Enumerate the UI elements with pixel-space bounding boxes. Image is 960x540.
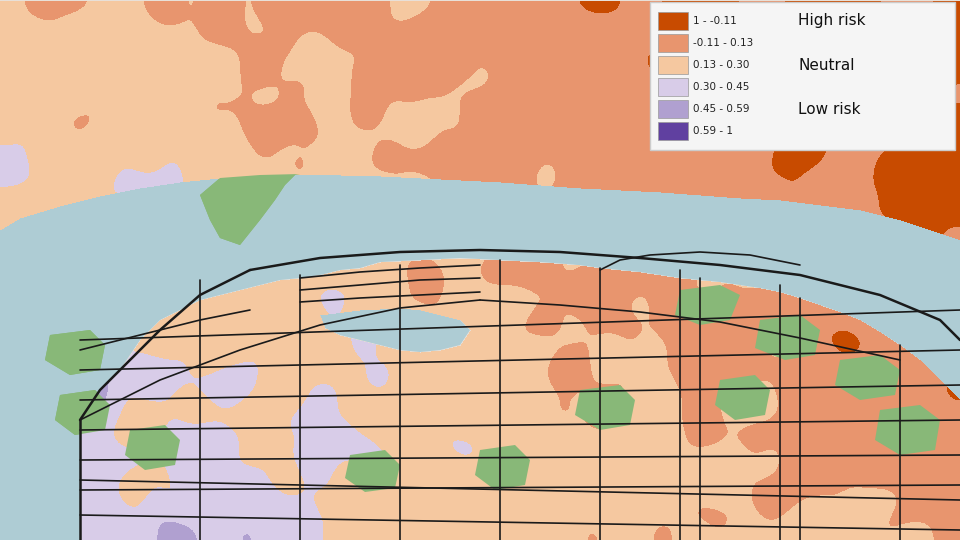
Polygon shape [835,355,900,400]
Polygon shape [45,330,105,375]
FancyBboxPatch shape [650,2,955,150]
Polygon shape [835,355,900,400]
Polygon shape [575,385,635,430]
Polygon shape [200,174,300,245]
Polygon shape [125,425,180,470]
Text: High risk: High risk [798,14,866,29]
Polygon shape [0,0,960,240]
Text: 0.45 - 0.59: 0.45 - 0.59 [693,104,750,114]
Polygon shape [875,405,940,455]
Polygon shape [475,445,530,490]
Polygon shape [715,375,770,420]
Polygon shape [0,0,100,540]
Bar [658,100,688,118]
Polygon shape [475,445,530,490]
Polygon shape [755,315,820,360]
Polygon shape [55,390,110,435]
Polygon shape [675,285,740,325]
Text: 0.13 - 0.30: 0.13 - 0.30 [693,60,750,70]
Polygon shape [0,174,960,370]
Polygon shape [345,450,400,492]
Polygon shape [125,425,180,470]
Polygon shape [55,390,110,435]
Text: 0.30 - 0.45: 0.30 - 0.45 [693,82,750,92]
Polygon shape [345,450,400,492]
Text: 0.59 - 1: 0.59 - 1 [693,126,733,136]
Polygon shape [45,330,105,375]
Polygon shape [320,308,470,352]
Polygon shape [875,405,940,455]
Text: Neutral: Neutral [798,57,854,72]
Bar [658,78,688,96]
Polygon shape [715,375,770,420]
Bar [658,12,688,30]
Polygon shape [200,174,300,245]
Text: Low risk: Low risk [798,102,860,117]
Polygon shape [675,285,740,325]
Polygon shape [755,315,820,360]
Polygon shape [575,385,635,430]
Text: 1 - -0.11: 1 - -0.11 [693,16,736,26]
Polygon shape [80,250,960,540]
Bar [658,122,688,140]
Bar [658,56,688,74]
Bar [658,34,688,52]
Text: -0.11 - 0.13: -0.11 - 0.13 [693,38,754,48]
